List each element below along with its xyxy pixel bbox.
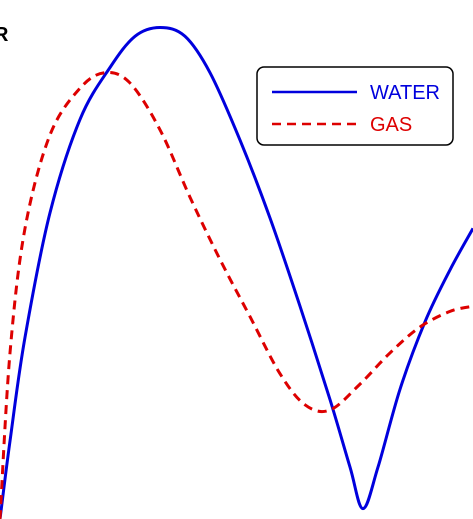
legend: WATER GAS <box>256 66 454 146</box>
corner-label: R <box>0 24 9 46</box>
plot-area <box>0 25 473 519</box>
legend-box <box>256 66 454 146</box>
legend-label-gas: GAS <box>370 114 412 136</box>
series-line-gas <box>0 70 473 519</box>
series-line-water <box>0 25 473 519</box>
legend-label-water: WATER <box>370 82 440 104</box>
